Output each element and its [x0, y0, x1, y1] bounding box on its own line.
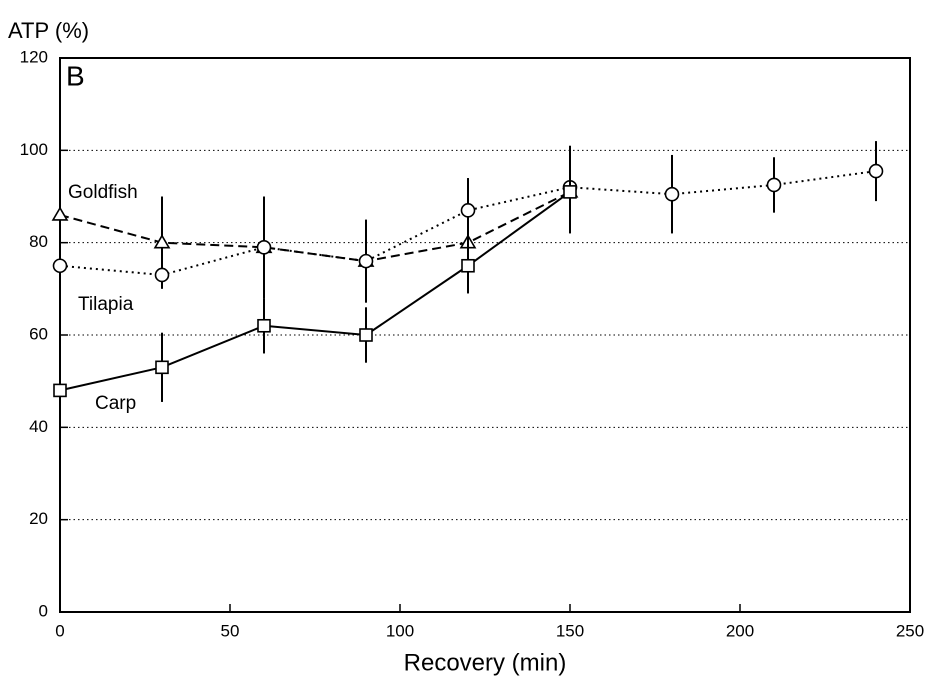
- y-tick-label: 60: [29, 324, 48, 343]
- marker: [52, 258, 68, 274]
- x-tick-label: 250: [896, 621, 924, 640]
- x-tick-label: 200: [726, 621, 754, 640]
- y-tick-label: 0: [39, 601, 48, 620]
- x-tick-label: 150: [556, 621, 584, 640]
- series-label: Goldfish: [68, 182, 138, 203]
- y-tick-label: 100: [20, 140, 48, 159]
- y-axis-label: ATP (%): [8, 18, 89, 43]
- marker: [461, 258, 475, 273]
- y-tick-label: 40: [29, 417, 48, 436]
- y-tick-label: 80: [29, 232, 48, 251]
- marker: [53, 383, 67, 398]
- marker: [153, 234, 171, 249]
- series-label: Tilapia: [78, 294, 134, 315]
- marker: [359, 328, 373, 342]
- marker: [563, 185, 577, 199]
- marker: [766, 177, 782, 193]
- marker: [358, 253, 374, 269]
- marker: [154, 267, 170, 283]
- marker: [256, 239, 272, 255]
- series-label: Carp: [95, 393, 136, 414]
- marker: [664, 186, 680, 202]
- x-tick-label: 0: [55, 621, 64, 640]
- marker: [460, 203, 476, 218]
- y-tick-label: 120: [20, 47, 48, 66]
- x-tick-label: 100: [386, 621, 414, 640]
- x-axis-label: Recovery (min): [404, 649, 567, 676]
- marker: [155, 360, 169, 375]
- marker: [257, 318, 271, 333]
- marker: [51, 206, 69, 221]
- x-tick-label: 50: [221, 621, 240, 640]
- y-tick-label: 20: [29, 509, 48, 528]
- series-line: [59, 191, 571, 392]
- panel-label: B: [66, 60, 85, 91]
- marker: [868, 163, 884, 179]
